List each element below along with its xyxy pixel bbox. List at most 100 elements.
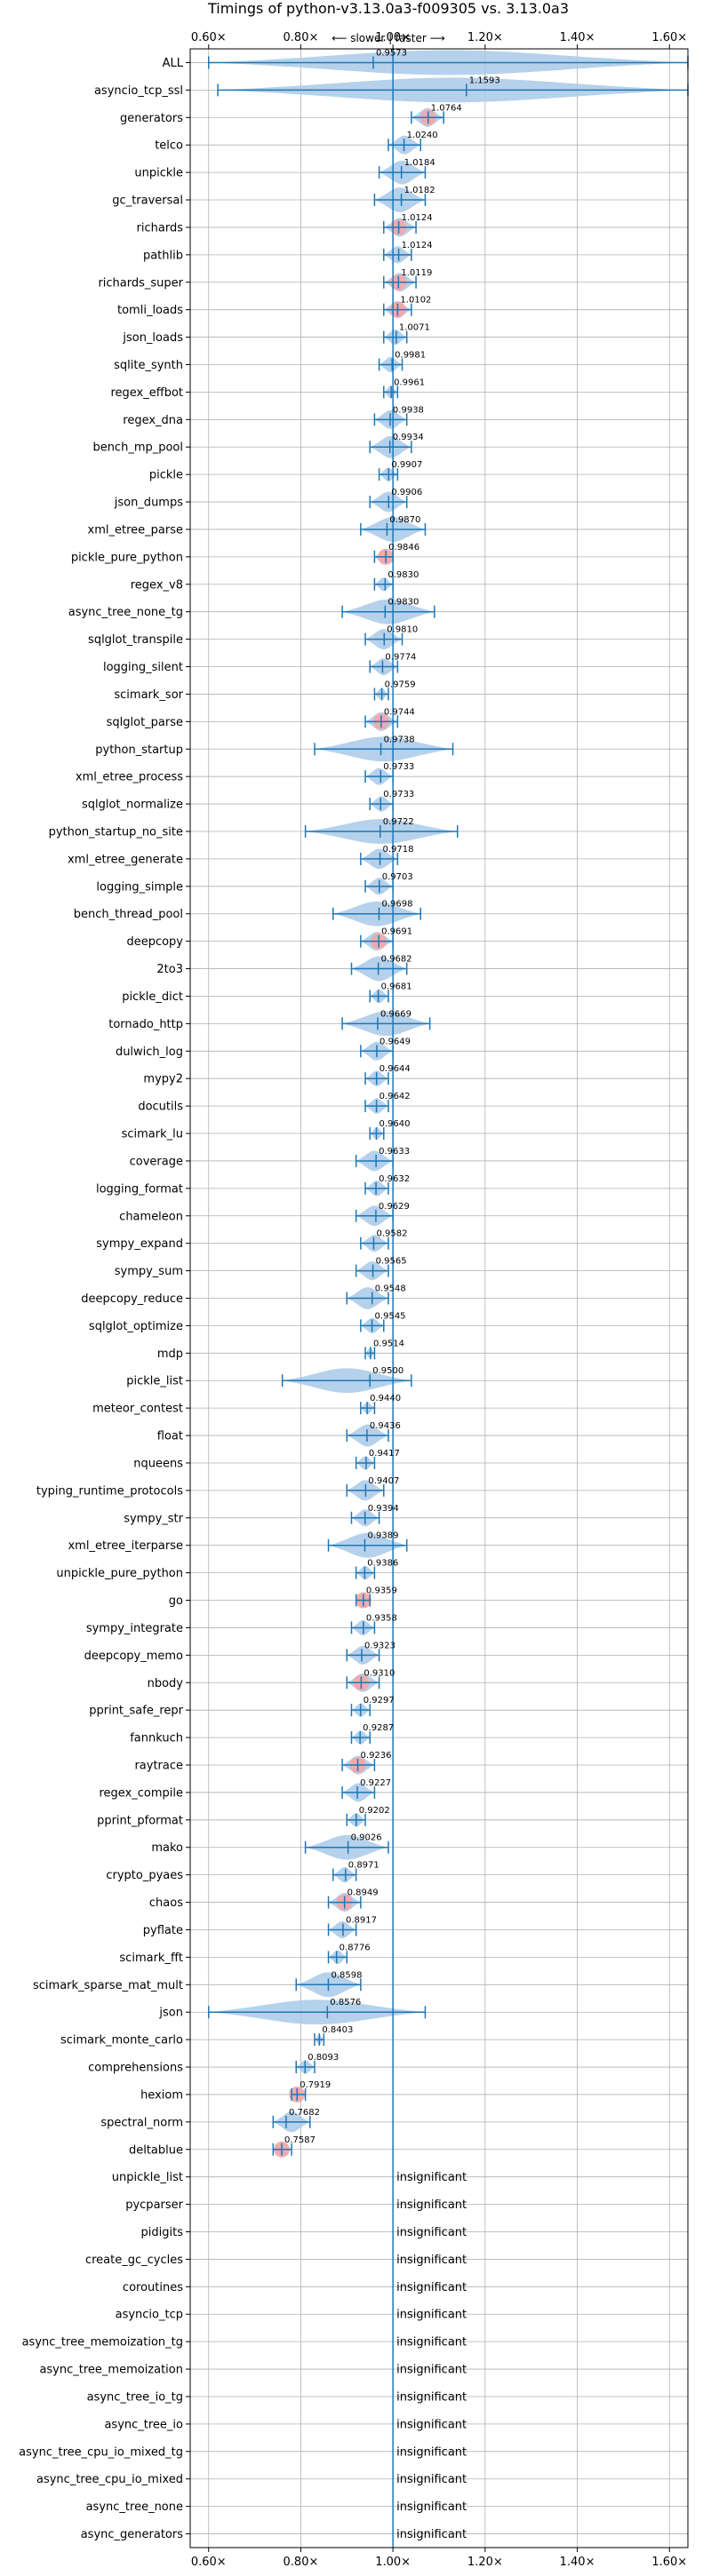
- benchmark-label: xml_etree_parse: [88, 523, 183, 537]
- insignificant-label: insignificant: [396, 2254, 467, 2267]
- value-label: 0.9703: [382, 872, 413, 882]
- benchmark-label: ALL: [163, 57, 184, 70]
- value-label: 0.7682: [289, 2108, 320, 2118]
- x-tick-label-bottom: 1.00×: [375, 2556, 411, 2569]
- benchmark-label: unpickle_list: [112, 2171, 183, 2184]
- benchmark-label: coverage: [130, 1155, 183, 1168]
- benchmark-label: mako: [151, 1841, 183, 1855]
- benchmark-label: dulwich_log: [116, 1046, 183, 1059]
- value-label: 0.9389: [367, 1531, 398, 1541]
- value-label: 0.9981: [395, 350, 426, 360]
- benchmark-label: pickle: [149, 469, 183, 482]
- benchmark-label: scimark_lu: [122, 1128, 183, 1141]
- benchmark-label: create_gc_cycles: [85, 2254, 183, 2267]
- benchmark-label: xml_etree_process: [76, 771, 183, 784]
- value-label: 1.0119: [401, 268, 432, 278]
- value-label: 1.0764: [431, 103, 462, 113]
- benchmark-label: tomli_loads: [117, 304, 183, 317]
- value-label: 1.1593: [469, 76, 500, 85]
- value-label: 1.0124: [402, 213, 433, 223]
- insignificant-label: insignificant: [396, 2390, 467, 2404]
- benchmark-label: unpickle_pure_python: [56, 1567, 183, 1580]
- benchmark-label: scimark_monte_carlo: [60, 2034, 183, 2047]
- x-tick-label-top: 1.40×: [560, 31, 595, 44]
- value-label: 0.9649: [379, 1037, 411, 1046]
- value-label: 0.8776: [340, 1943, 371, 1952]
- chart-subtitle: ⟵ slower | faster ⟶: [332, 32, 445, 44]
- benchmark-label: deepcopy: [126, 935, 183, 949]
- value-label: 0.9744: [384, 707, 415, 717]
- value-label: 0.9026: [351, 1833, 382, 1843]
- benchmark-label: json: [158, 2007, 183, 2020]
- value-label: 0.9358: [366, 1613, 397, 1623]
- benchmark-label: asyncio_tcp_ssl: [94, 84, 183, 98]
- insignificant-label: insignificant: [396, 2500, 467, 2514]
- benchmark-label: logging_format: [96, 1182, 183, 1196]
- benchmark-label: regex_compile: [99, 1786, 183, 1800]
- value-label: 1.0184: [404, 158, 435, 168]
- benchmark-label: asyncio_tcp: [116, 2309, 183, 2322]
- value-label: 0.9632: [379, 1174, 410, 1184]
- benchmark-label: async_tree_cpu_io_mixed_tg: [19, 2445, 183, 2459]
- benchmark-label: pprint_pformat: [97, 1814, 183, 1827]
- benchmark-label: raytrace: [134, 1760, 183, 1773]
- label-layer: ALL 0.9573 asyncio_tcp_ssl 1.1593 generators…: [19, 48, 500, 2541]
- value-label: 0.9830: [387, 598, 419, 608]
- value-label: 0.9548: [375, 1284, 406, 1294]
- benchmark-label: python_startup_no_site: [49, 825, 183, 839]
- insignificant-label: insignificant: [396, 2364, 467, 2377]
- benchmark-label: gc_traversal: [112, 195, 183, 208]
- chart-title: Timings of python-v3.13.0a3-f009305 vs. …: [207, 0, 569, 17]
- benchmark-label: crypto_pyaes: [106, 1869, 183, 1882]
- benchmark-label: sympy_str: [124, 1512, 183, 1525]
- value-label: 0.9386: [367, 1559, 398, 1569]
- value-label: 0.9669: [380, 1009, 411, 1019]
- benchmark-label: xml_etree_generate: [68, 853, 183, 866]
- benchmark-label: async_generators: [81, 2528, 184, 2541]
- benchmark-label: async_tree_none_tg: [68, 606, 183, 619]
- value-label: 1.0124: [402, 241, 433, 250]
- benchmark-label: xml_etree_iterparse: [68, 1539, 183, 1553]
- x-tick-label-bottom: 0.60×: [191, 2556, 227, 2569]
- insignificant-label: insignificant: [396, 2226, 467, 2239]
- value-label: 0.9642: [379, 1092, 411, 1101]
- benchmark-label: bench_thread_pool: [74, 908, 183, 921]
- value-label: 0.9310: [363, 1668, 395, 1678]
- value-label: 0.7587: [284, 2135, 316, 2145]
- benchmark-label: pickle_dict: [122, 990, 183, 1004]
- value-label: 1.0071: [399, 323, 430, 333]
- value-label: 0.9846: [388, 543, 419, 553]
- benchmark-label: nqueens: [133, 1457, 183, 1470]
- benchmark-label: sqlglot_parse: [107, 716, 183, 729]
- value-label: 0.9359: [366, 1586, 397, 1596]
- value-label: 0.9961: [394, 378, 425, 387]
- benchmark-label: pickle_pure_python: [71, 551, 183, 564]
- insignificant-label: insignificant: [396, 2528, 467, 2541]
- insignificant-label: insignificant: [396, 2473, 467, 2486]
- benchmark-label: async_tree_cpu_io_mixed: [36, 2473, 183, 2486]
- value-label: 0.9573: [376, 48, 407, 58]
- benchmark-label: logging_silent: [103, 661, 183, 674]
- benchmark-label: mdp: [157, 1348, 183, 1361]
- value-label: 1.0182: [404, 186, 435, 195]
- benchmark-label: typing_runtime_protocols: [36, 1484, 183, 1498]
- benchmark-label: bench_mp_pool: [92, 441, 183, 455]
- benchmark-label: mypy2: [143, 1073, 183, 1086]
- value-label: 0.9287: [363, 1723, 394, 1733]
- x-tick-label-top: 0.60×: [191, 31, 227, 44]
- value-label: 0.9681: [381, 982, 412, 991]
- insignificant-label: insignificant: [396, 2418, 467, 2431]
- value-label: 0.9582: [376, 1229, 407, 1239]
- insignificant-label: insignificant: [396, 2198, 467, 2212]
- x-tick-label-bottom: 1.40×: [560, 2556, 595, 2569]
- value-label: 0.9323: [364, 1641, 395, 1650]
- value-label: 0.8971: [348, 1861, 379, 1871]
- value-label: 0.9202: [359, 1806, 390, 1816]
- benchmark-label: sqlglot_transpile: [88, 633, 183, 647]
- benchmark-label: sqlite_synth: [114, 359, 183, 372]
- benchmark-label: telco: [155, 139, 183, 153]
- benchmark-label: coroutines: [123, 2281, 183, 2294]
- value-label: 0.8949: [348, 1888, 379, 1898]
- benchmark-label: pathlib: [143, 249, 183, 262]
